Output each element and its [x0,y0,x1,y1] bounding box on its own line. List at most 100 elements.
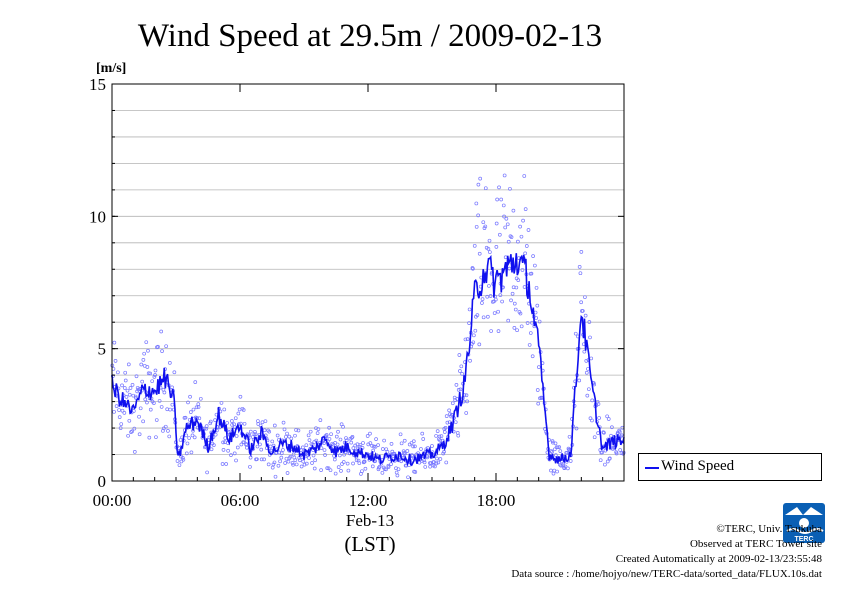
scatter-point [555,469,559,474]
scatter-point [153,373,157,377]
scatter-point [489,329,493,333]
scatter-point [610,425,614,430]
scatter-point [458,369,462,373]
scatter-point [117,408,121,412]
scatter-point [519,324,524,329]
scatter-point [166,429,170,433]
scatter-point [577,378,582,383]
scatter-point [345,461,350,466]
scatter-point [445,420,450,425]
scatter-point [301,445,305,450]
scatter-point [128,386,133,390]
scatter-point [124,395,129,399]
scatter-point [307,456,311,460]
scatter-point [184,433,189,438]
scatter-point [358,442,363,447]
scatter-point [267,429,272,434]
scatter-point [279,455,284,460]
scatter-point [567,434,572,439]
scatter-point [549,468,553,473]
scatter-point [561,462,566,467]
scatter-point [327,437,332,441]
scatter-point [183,415,188,420]
scatter-point [336,429,340,434]
scatter-point [170,402,175,407]
scatter-point [425,446,430,450]
scatter-point [450,401,455,406]
scatter-point [518,224,522,229]
scatter-point [304,443,309,448]
scatter-point [282,427,287,432]
scatter-point [476,213,481,218]
scatter-point [252,432,257,436]
scatter-point [232,451,237,456]
scatter-point [233,416,238,421]
scatter-point [341,425,345,429]
scatter-point [350,435,355,439]
scatter-point [351,461,355,466]
scatter-point [487,238,492,243]
scatter-point [324,433,329,437]
scatter-point [253,432,258,437]
scatter-point [483,186,488,191]
scatter-point [493,297,498,302]
scatter-point [533,310,538,315]
scatter-point [278,459,282,464]
scatter-point [287,434,292,439]
scatter-point [477,251,482,256]
scatter-point [312,466,317,471]
scatter-point [618,448,623,452]
scatter-point [146,371,151,376]
scatter-point [137,414,141,419]
scatter-point [617,429,622,434]
scatter-point [338,437,343,442]
scatter-point [239,442,244,447]
scatter-point [568,459,573,463]
scatter-point [606,417,611,421]
scatter-point [113,359,118,363]
scatter-point [221,448,226,452]
scatter-point [601,430,606,435]
scatter-point [220,462,225,466]
scatter-point [168,361,172,365]
scatter-point [117,415,122,420]
scatter-point [232,422,236,427]
scatter-point [460,371,464,376]
scatter-point [398,432,403,437]
scatter-point [226,448,230,453]
scatter-point [494,221,499,226]
scatter-point [262,428,267,433]
scatter-point [472,243,477,248]
scatter-point [486,246,491,251]
scatter-point [362,459,367,464]
scatter-point [437,434,442,439]
scatter-point [163,424,168,429]
scatter-point [357,461,362,466]
scatter-point [506,318,511,323]
scatter-point [255,457,259,462]
scatter-point [296,428,301,433]
scatter-point [357,444,362,449]
scatter-point [336,465,341,469]
scatter-point [471,266,475,271]
scatter-point [337,453,342,458]
scatter-point [194,405,199,410]
scatter-point [474,224,479,229]
scatter-point [339,468,343,473]
scatter-point [260,420,265,425]
scatter-point [365,434,370,438]
scatter-point [344,436,348,440]
scatter-point [308,429,313,434]
scatter-point [159,329,164,334]
scatter-point [133,394,138,399]
scatter-point [497,185,501,190]
scatter-point [435,456,439,461]
scatter-point [168,407,173,412]
scatter-point [475,313,480,318]
scatter-point [598,458,603,463]
scatter-point [138,406,143,411]
scatter-point [315,431,320,436]
scatter-point [122,386,127,390]
scatter-point [150,379,155,384]
